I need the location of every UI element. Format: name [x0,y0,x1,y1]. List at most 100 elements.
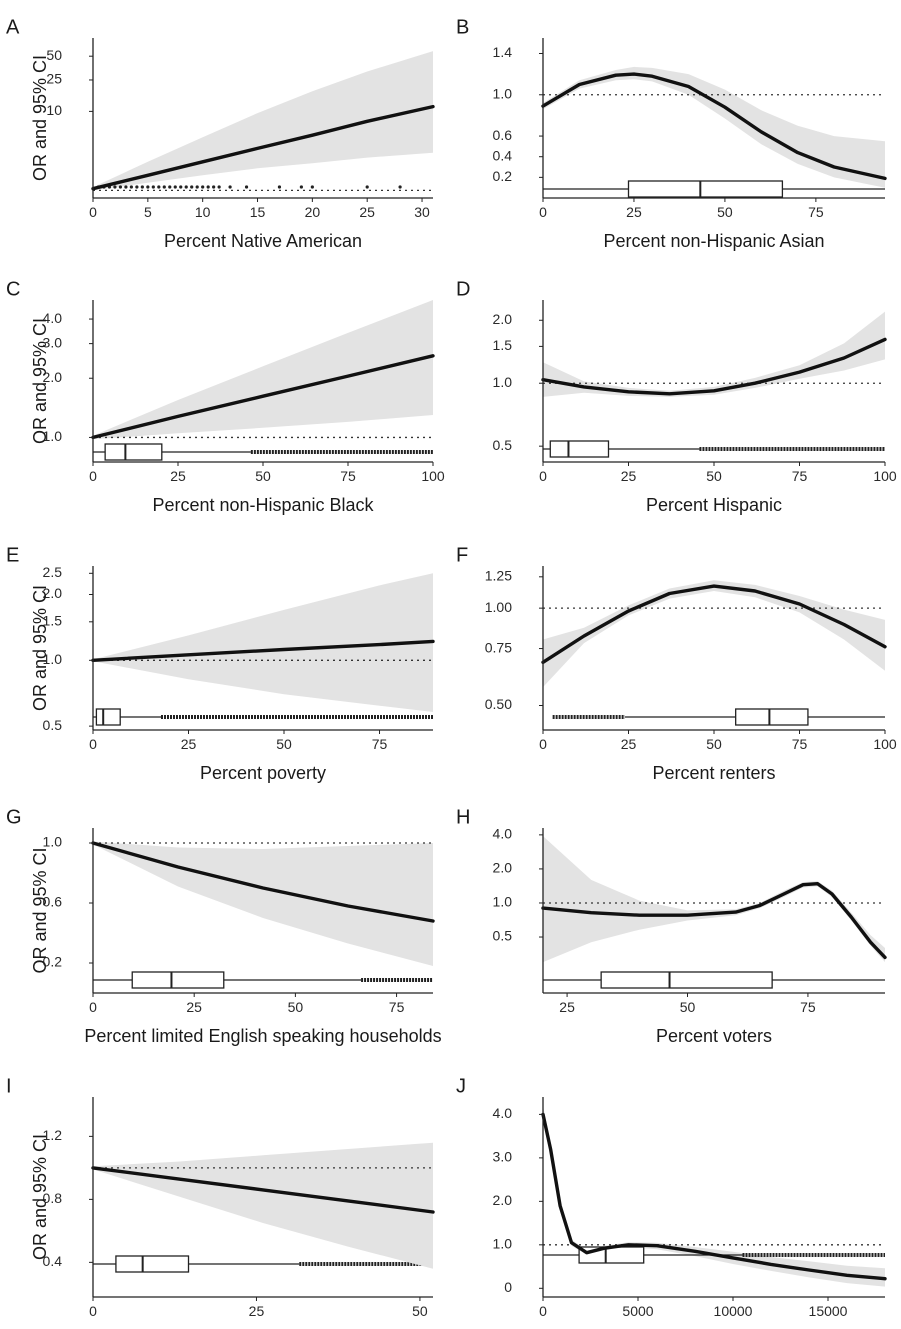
y-tick-label: 1.0 [43,428,63,444]
y-tick-label: 1.0 [493,1236,513,1252]
x-tick-label: 25 [621,736,637,752]
boxplot-box [600,971,773,989]
y-tick-label: 2.0 [493,1192,513,1208]
y-tick-label: 2.5 [43,564,63,580]
y-axis-label: OR and 95% CI [30,585,50,711]
panel-c: C 0 25 50 75 100 1.0 2.0 3.0 4.0 Percent non-Hispa… [6,278,445,726]
y-tick-label: 1.00 [485,599,512,615]
x-tick-label: 30 [414,204,430,220]
distribution-dot [135,185,139,189]
panel-letter: H [456,806,470,828]
distribution-dot [277,185,282,189]
x-tick-label: 10000 [714,1303,753,1319]
x-tick-label: 75 [792,736,808,752]
x-tick-label: 50 [706,736,722,752]
distribution-boxplot [93,971,433,989]
distribution-dot [228,185,232,189]
panel-a: A 0 5 10 15 20 25 30 10 25 50 Percent Native Americ… [6,16,435,251]
confidence-band [543,1105,885,1287]
y-tick-label: 0.5 [493,928,513,944]
y-tick-label: 1.25 [485,568,512,584]
y-tick-label: 50 [46,47,62,63]
y-tick-label: 3.0 [493,1149,513,1165]
distribution-dot [157,185,161,189]
y-axis-label: OR and 95% CI [30,55,50,181]
distribution-dot [173,185,177,189]
y-tick-label: 1.5 [493,337,513,353]
panel-letter: C [6,278,20,300]
y-tick-label: 1.2 [43,1127,63,1143]
x-tick-label: 75 [389,999,405,1015]
confidence-band [543,580,885,688]
distribution-dot [365,185,369,189]
panel-letter: A [6,16,20,38]
x-axis-label: Percent Hispanic [646,495,782,515]
panel-letter: F [456,544,468,566]
distribution-dot [206,185,210,189]
confidence-band [93,841,433,966]
distribution-dot [212,185,216,189]
y-tick-label: 2.0 [43,585,63,601]
panel-h: H 25 50 75 0.5 1.0 2.0 4.0 Percent voters [456,708,887,1046]
or-curve [541,584,887,664]
x-tick-label: 0 [89,736,97,752]
y-tick-label: 0.75 [485,639,512,655]
distribution-dot [299,185,303,189]
distribution-dot [195,185,199,189]
confidence-band [93,51,433,191]
x-axis-label: Percent Native American [164,231,362,251]
y-tick-label: 25 [46,71,62,87]
y-tick-label: 0.8 [43,1190,63,1206]
y-tick-label: 0.4 [493,147,513,163]
y-tick-label: 10 [46,102,62,118]
x-axis-label: Percent non-Hispanic Asian [603,231,824,251]
x-tick-label: 50 [717,204,733,220]
distribution-dot [244,185,249,189]
panel-letter: E [6,544,19,566]
x-axis-label: Percent non-Hispanic Black [152,495,374,515]
confidence-band [93,573,433,712]
x-tick-label: 75 [800,999,816,1015]
x-tick-label: 0 [89,204,97,220]
x-axis-label: Percent renters [652,763,775,783]
x-tick-label: 75 [808,204,824,220]
x-tick-label: 0 [539,1303,547,1319]
x-tick-label: 50 [680,999,696,1015]
y-tick-label: 1.0 [43,834,63,850]
x-axis-label: Percent poverty [200,763,326,783]
y-tick-label: 0.2 [493,168,513,184]
y-tick-label: 0.4 [43,1253,63,1269]
panel-letter: B [456,16,469,38]
x-tick-label: 100 [873,736,897,752]
panel-d: D 0 25 50 75 100 0.5 1.0 1.5 2.0 Percent Hispanic [456,278,897,989]
x-tick-label: 0 [539,736,547,752]
x-tick-label: 50 [706,468,722,484]
x-tick-label: 0 [539,204,547,220]
x-tick-label: 5 [144,204,152,220]
x-tick-label: 0 [539,468,547,484]
x-tick-label: 25 [626,204,642,220]
boxplot-box [131,971,225,989]
panel-g: G 0 25 50 75 0.2 0.6 1.0 Percent limited English… [6,443,442,1046]
y-tick-label: 1.0 [493,894,513,910]
x-axis-label: Percent voters [656,1026,772,1046]
x-tick-label: 75 [372,736,388,752]
x-tick-label: 50 [412,1303,428,1319]
x-tick-label: 25 [170,468,186,484]
or-curve [541,1112,887,1281]
boxplot-box [95,708,121,726]
x-tick-label: 25 [359,204,375,220]
distribution-dot [151,185,155,189]
x-tick-label: 100 [873,468,897,484]
x-tick-label: 25 [181,736,197,752]
y-tick-label: 4.0 [493,1105,513,1121]
distribution-boxplot [552,708,885,726]
y-tick-label: 0.6 [43,894,63,910]
panel-j: J05000100001500001.02.03.04.0Population … [456,1075,887,1319]
x-axis-label: Percent limited English speaking househo… [84,1026,441,1046]
x-tick-label: 50 [276,736,292,752]
distribution-dot [113,185,117,189]
panel-letter: I [6,1075,12,1097]
x-tick-label: 15 [250,204,266,220]
